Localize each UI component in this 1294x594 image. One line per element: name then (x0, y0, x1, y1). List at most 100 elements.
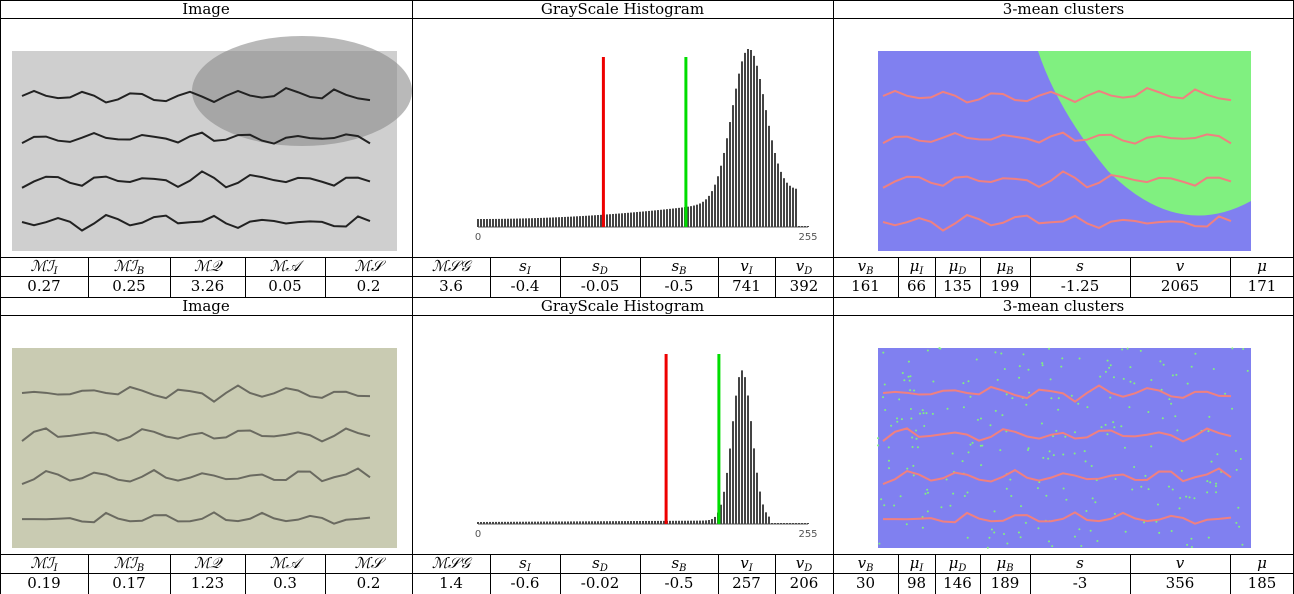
cluster-speck (1049, 378, 1052, 381)
cluster-speck (994, 351, 997, 354)
metric-symbol: μ (996, 554, 1006, 572)
cluster-speck (915, 437, 918, 440)
cluster-speck (1073, 535, 1076, 538)
metric-label: v (1176, 554, 1185, 572)
cluster-speck (883, 383, 886, 386)
metric-subscript: I (526, 266, 532, 277)
metric-value: 189 (991, 574, 1020, 592)
cluster-speck (1170, 402, 1173, 405)
metric-value: 0.25 (112, 277, 145, 295)
metric-label: sI (519, 257, 532, 277)
cluster-speck (877, 444, 880, 447)
cluster-speck (1047, 457, 1050, 460)
cluster-speck (952, 492, 955, 495)
cluster-speck (909, 408, 912, 411)
metric-label: vB (858, 257, 874, 277)
cluster-speck (975, 358, 978, 361)
cluster-speck (1104, 423, 1107, 426)
cluster-speck (921, 409, 924, 412)
metric-value: -0.5 (665, 277, 694, 295)
metric-label: sB (671, 554, 686, 574)
metric-subscript: I (748, 266, 754, 277)
cluster-speck (993, 531, 996, 534)
cluster-speck (1017, 531, 1020, 534)
cluster-speck (1143, 521, 1146, 524)
metric-symbol: ℳℐ (114, 554, 140, 572)
cluster-speck (1112, 376, 1115, 379)
metric-value: 0.2 (357, 574, 381, 592)
cluster-speck (990, 528, 993, 531)
metric-label: sD (592, 257, 608, 277)
metric-value: 3.26 (191, 277, 224, 295)
cluster-speck (1241, 543, 1244, 546)
cluster-speck (1180, 469, 1183, 472)
cluster-speck (1144, 474, 1147, 477)
metric-label: vI (740, 554, 753, 574)
cluster-speck (1113, 512, 1116, 515)
cluster-speck (1018, 376, 1021, 379)
cluster-speck (1167, 485, 1170, 488)
metric-symbol: μ (1257, 257, 1267, 275)
cluster-speck (1005, 393, 1008, 396)
cluster-speck (1209, 481, 1212, 484)
cluster-speck (1235, 521, 1238, 524)
cluster-stroke (882, 170, 1232, 189)
metric-subscript: I (53, 563, 59, 574)
cluster-speck (911, 445, 914, 448)
cluster-stroke (882, 467, 1232, 485)
metric-label: v (1176, 257, 1185, 275)
cluster-speck (1045, 494, 1048, 497)
cluster-speck (896, 417, 899, 420)
cluster-speck (1188, 496, 1191, 499)
metric-label: s (1076, 554, 1084, 572)
cluster-speck (967, 451, 970, 454)
cluster-speck (1176, 429, 1179, 432)
cluster-speck (1128, 406, 1131, 409)
metric-symbol: v (858, 554, 867, 572)
metric-label: ℳℐB (114, 257, 144, 277)
column-header: GrayScale Histogram (541, 297, 704, 315)
cluster-speck (1124, 530, 1127, 533)
cluster-speck (913, 389, 916, 392)
cluster-speck (1193, 497, 1196, 500)
cluster-speck (1246, 369, 1249, 372)
metric-value: -0.05 (581, 277, 619, 295)
cluster-speck (1060, 365, 1063, 368)
cluster-speck (962, 406, 965, 409)
cluster-speck (1112, 421, 1115, 424)
cluster-speck (890, 424, 893, 427)
metric-value: 98 (907, 574, 926, 592)
cluster-speck (893, 504, 896, 507)
metric-value: -0.6 (511, 574, 540, 592)
cluster-speck (1108, 366, 1111, 369)
cluster-speck (1020, 505, 1023, 508)
cluster-speck (1106, 359, 1109, 362)
cluster-speck (878, 542, 881, 545)
cluster-speck (939, 347, 942, 350)
cluster-speck (1070, 394, 1073, 397)
metric-symbol: ℳ𝒜 (270, 554, 305, 572)
metric-label: ℳ𝒜 (270, 257, 305, 275)
metric-symbol: ℳ𝒮 (355, 554, 387, 572)
metric-value: -1.25 (1061, 277, 1099, 295)
metric-symbol: s (1076, 554, 1084, 572)
cluster-speck (1120, 425, 1123, 428)
metric-value: 199 (991, 277, 1020, 295)
metric-label: μD (949, 257, 967, 277)
cluster-speck (1171, 488, 1174, 491)
metric-label: sI (519, 554, 532, 574)
cluster-speck (1000, 352, 1003, 355)
cluster-speck (1096, 539, 1099, 542)
hist-axis-label: 0 (475, 529, 481, 540)
cluster-speck (1051, 545, 1054, 548)
cluster-speck (932, 380, 935, 383)
cluster-speck (1100, 426, 1103, 429)
cluster-speck (980, 464, 983, 467)
cluster-speck (967, 380, 970, 383)
metric-subscript: I (918, 266, 924, 277)
cluster-speck (1178, 507, 1181, 510)
cluster-speck (1158, 531, 1161, 534)
cluster-speck (907, 375, 910, 378)
cluster-speck (915, 429, 918, 432)
